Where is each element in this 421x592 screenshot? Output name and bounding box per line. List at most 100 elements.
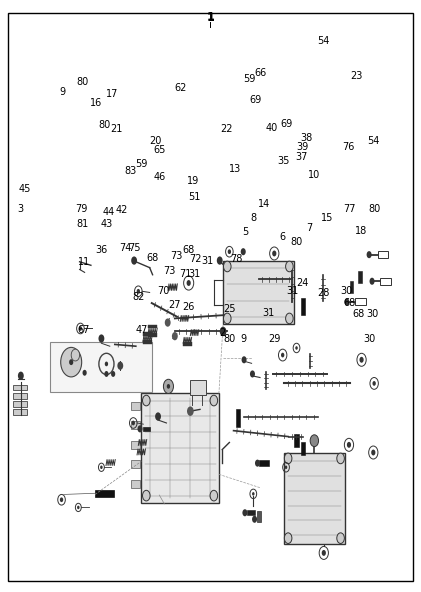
Text: 80: 80 — [290, 237, 303, 247]
Text: 68: 68 — [183, 245, 195, 255]
Text: 31: 31 — [286, 287, 298, 296]
Text: 11: 11 — [77, 257, 90, 267]
Text: 25: 25 — [223, 304, 236, 314]
Circle shape — [228, 249, 231, 254]
Text: 2: 2 — [219, 327, 225, 337]
Text: 3: 3 — [18, 204, 24, 214]
Circle shape — [272, 250, 276, 256]
Text: 15: 15 — [321, 213, 333, 223]
Bar — [50, 342, 152, 392]
Text: 31: 31 — [201, 256, 213, 266]
Circle shape — [250, 371, 255, 378]
Text: 31: 31 — [262, 307, 274, 317]
Bar — [13, 410, 27, 416]
Bar — [143, 426, 150, 431]
Bar — [284, 452, 345, 544]
Circle shape — [220, 327, 226, 336]
Text: 67: 67 — [77, 325, 90, 335]
Bar — [294, 433, 298, 446]
Text: 68: 68 — [352, 308, 364, 318]
Circle shape — [18, 372, 24, 380]
Text: 71: 71 — [179, 269, 192, 279]
Text: 9: 9 — [60, 87, 66, 97]
Text: 59: 59 — [243, 73, 255, 83]
Text: 69: 69 — [250, 95, 262, 105]
Text: 66: 66 — [254, 67, 266, 78]
Circle shape — [295, 346, 298, 350]
Text: 73: 73 — [163, 266, 176, 276]
Text: 62: 62 — [174, 83, 187, 93]
Text: 1: 1 — [207, 12, 214, 22]
Circle shape — [187, 280, 191, 286]
Text: 37: 37 — [296, 152, 308, 162]
Text: 17: 17 — [106, 89, 118, 99]
Text: 20: 20 — [149, 136, 161, 146]
Text: 80: 80 — [76, 77, 89, 87]
Text: 81: 81 — [76, 219, 89, 229]
Circle shape — [61, 348, 82, 377]
Bar — [223, 260, 293, 324]
Circle shape — [99, 334, 104, 343]
Bar — [259, 460, 269, 466]
Text: 73: 73 — [170, 251, 182, 261]
Circle shape — [187, 407, 194, 416]
Text: 10: 10 — [309, 170, 321, 180]
Circle shape — [163, 379, 173, 394]
Circle shape — [224, 261, 231, 272]
Text: 42: 42 — [115, 205, 128, 215]
Text: 79: 79 — [75, 204, 88, 214]
Text: 22: 22 — [220, 124, 233, 134]
Circle shape — [105, 362, 108, 366]
Bar — [183, 342, 192, 346]
Text: 80: 80 — [223, 333, 235, 343]
Text: 6: 6 — [280, 232, 286, 242]
Circle shape — [344, 298, 349, 305]
Circle shape — [165, 318, 171, 327]
Text: 30: 30 — [341, 287, 353, 296]
Text: 82: 82 — [132, 292, 144, 302]
Text: 44: 44 — [103, 207, 115, 217]
Text: 83: 83 — [125, 166, 137, 176]
Text: 8: 8 — [250, 213, 256, 223]
Text: 7: 7 — [306, 223, 312, 233]
Bar — [355, 298, 366, 305]
Text: 40: 40 — [265, 123, 277, 133]
Circle shape — [172, 332, 178, 340]
Bar — [236, 410, 240, 427]
Text: 65: 65 — [153, 144, 165, 155]
Text: 77: 77 — [344, 204, 356, 214]
Text: 80: 80 — [99, 120, 111, 130]
Circle shape — [210, 490, 218, 501]
Circle shape — [104, 371, 109, 377]
Text: 54: 54 — [367, 136, 379, 146]
Text: 36: 36 — [95, 245, 107, 255]
Circle shape — [83, 370, 87, 376]
Text: 68: 68 — [147, 253, 159, 263]
Circle shape — [370, 278, 375, 285]
Circle shape — [337, 533, 344, 543]
Circle shape — [138, 425, 143, 432]
Circle shape — [217, 256, 223, 265]
Bar — [248, 510, 255, 514]
Text: 31: 31 — [189, 269, 201, 279]
Text: 30: 30 — [363, 333, 375, 343]
Bar — [143, 340, 152, 344]
Text: 51: 51 — [188, 192, 201, 202]
Text: 27: 27 — [168, 300, 181, 310]
Text: 46: 46 — [153, 172, 165, 182]
Bar — [141, 394, 219, 503]
Circle shape — [69, 359, 73, 365]
Circle shape — [241, 248, 246, 255]
Bar — [148, 333, 157, 337]
Circle shape — [242, 356, 247, 363]
Circle shape — [137, 289, 140, 294]
Circle shape — [155, 413, 161, 421]
Bar — [95, 490, 114, 497]
Text: 47: 47 — [135, 325, 147, 335]
Text: 5: 5 — [242, 227, 248, 237]
Text: 19: 19 — [187, 176, 199, 186]
Bar — [148, 325, 157, 329]
Circle shape — [167, 384, 170, 389]
Circle shape — [360, 357, 364, 363]
Circle shape — [284, 533, 292, 543]
